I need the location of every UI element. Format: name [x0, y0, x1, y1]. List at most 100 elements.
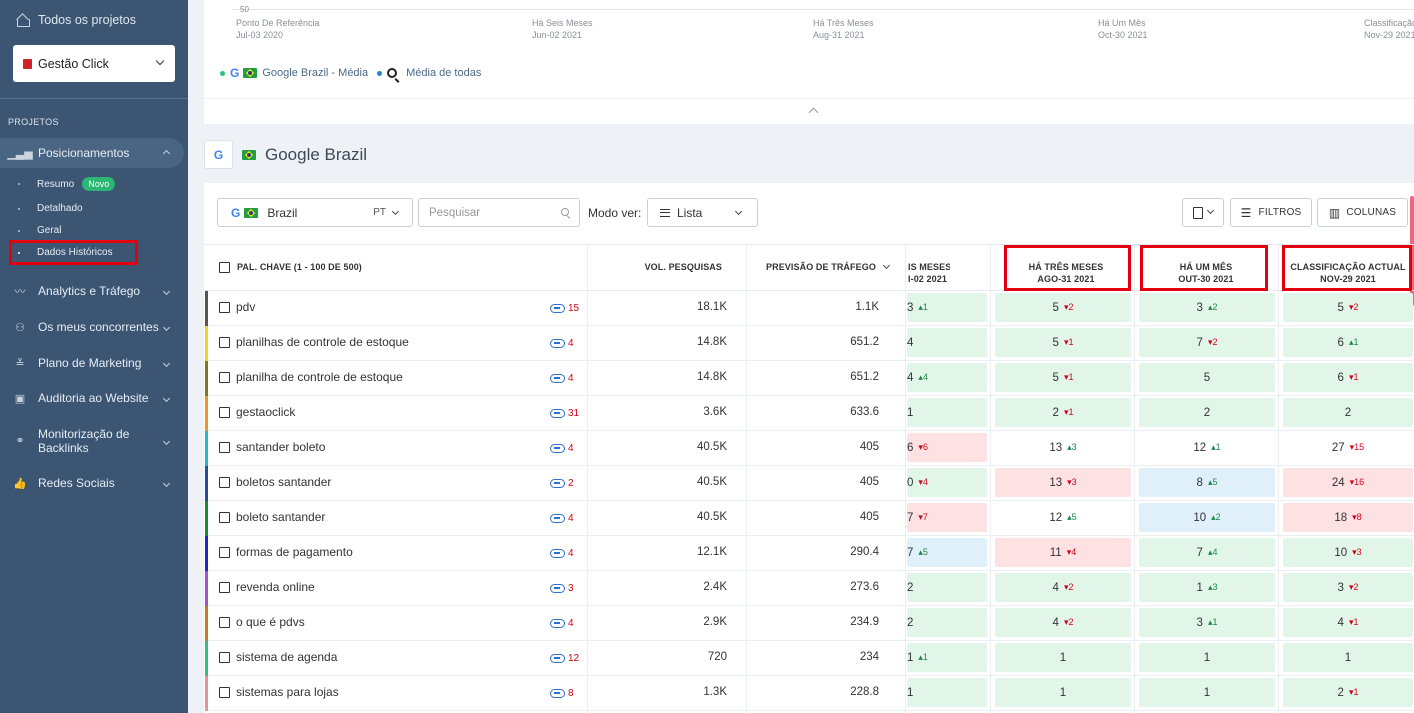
keyword-text[interactable]: o que é pdvs: [236, 615, 305, 629]
link-icon: [550, 654, 565, 663]
row-checkbox[interactable]: [219, 687, 230, 698]
links-indicator[interactable]: 8: [550, 688, 574, 699]
links-indicator[interactable]: 31: [550, 408, 579, 419]
select-all-checkbox[interactable]: [219, 261, 230, 273]
links-indicator[interactable]: 4: [550, 548, 574, 559]
rank-cell: 13 ▾3: [995, 468, 1131, 497]
scroll-indicator[interactable]: [1410, 196, 1414, 306]
nav-item-analytics[interactable]: 〰 Analytics e Tráfego: [14, 284, 179, 298]
table-row[interactable]: santander boleto 4 40.5K 405 6 ▾6 13 ▴3 12 ▴1 27 ▾1…: [205, 431, 1414, 466]
columns-button[interactable]: ▥ COLUNAS: [1317, 198, 1408, 227]
traffic-column-header[interactable]: PREVISÃO DE TRÁFEGO: [766, 261, 894, 273]
rank-value: 7: [907, 511, 914, 524]
links-indicator[interactable]: 4: [550, 513, 574, 524]
table-row[interactable]: planilha de controle de estoque 4 14.8K 651…: [205, 361, 1414, 396]
x-tick: Há Três Meses Aug-31 2021: [813, 18, 874, 40]
keyword-text[interactable]: pdv: [236, 300, 256, 314]
sub-item-detailed[interactable]: Detalhado: [18, 203, 83, 214]
project-selector[interactable]: Gestão Click: [13, 45, 175, 82]
copy-menu-button[interactable]: [1182, 198, 1224, 227]
row-checkbox[interactable]: [219, 617, 230, 628]
sub-label: Detalhado: [37, 203, 83, 214]
legend-average-label[interactable]: Média de todas: [406, 67, 482, 79]
rank-down-change: ▾4: [918, 477, 928, 487]
links-indicator[interactable]: 15: [550, 303, 579, 314]
traffic-value: 651.2: [850, 371, 879, 383]
rank-value: 1: [1344, 651, 1352, 664]
rank-cell: 5 ▾1: [995, 363, 1131, 392]
three-months-column-header[interactable]: HÁ TRÊS MESES AGO-31 2021: [1028, 262, 1104, 284]
links-indicator[interactable]: 2: [550, 478, 574, 489]
keyword-text[interactable]: boletos santander: [236, 475, 332, 489]
current-rank-column-header[interactable]: CLASSIFICAÇÃO ACTUAL NOV-29 2021: [1290, 262, 1406, 284]
highlight-box: [1282, 245, 1412, 291]
rank-down-change: ▾3: [1352, 547, 1362, 557]
one-month-column-header[interactable]: HÁ UM MÊS OUT-30 2021: [1178, 262, 1234, 284]
nav-item-social[interactable]: 👍 Redes Sociais: [13, 476, 179, 490]
links-indicator[interactable]: 4: [550, 618, 574, 629]
nav-item-audit[interactable]: ▣ Auditoria ao Website: [14, 391, 179, 405]
links-indicator[interactable]: 4: [550, 443, 574, 454]
sub-item-summary[interactable]: Resumo Novo: [18, 177, 116, 191]
rank-value: 18: [1334, 511, 1348, 524]
row-checkbox[interactable]: [219, 512, 230, 523]
table-row[interactable]: pdv 15 18.1K 1.1K 3 ▴1 5 ▾2 3 ▴2 5 ▾2: [205, 291, 1414, 326]
links-indicator[interactable]: 12: [550, 653, 579, 664]
table-row[interactable]: sistema de agenda 12 720 234 1 ▴1 1 1 1: [205, 641, 1414, 676]
keyword-text[interactable]: revenda online: [236, 580, 315, 594]
row-checkbox[interactable]: [219, 442, 230, 453]
nav-item-positions[interactable]: ▁▃▅ Posicionamentos: [7, 146, 179, 160]
row-checkbox[interactable]: [219, 337, 230, 348]
row-checkbox[interactable]: [219, 407, 230, 418]
row-checkbox[interactable]: [219, 372, 230, 383]
keyword-text[interactable]: sistema de agenda: [236, 650, 338, 664]
table-row[interactable]: o que é pdvs 4 2.9K 234.9 2 4 ▾2 3 ▴1 4 ▾1: [205, 606, 1414, 641]
table-row[interactable]: boleto santander 4 40.5K 405 7 ▾7 12 ▴5 10 ▴2 18 ▾8: [205, 501, 1414, 536]
nav-item-backlinks[interactable]: ⚭ Monitorização de Backlinks: [14, 427, 179, 455]
keyword-column-header[interactable]: PAL. CHAVE (1 - 100 DE 500): [219, 261, 362, 273]
rank-cell: 2: [907, 573, 987, 602]
country-selector[interactable]: G Brazil PT: [217, 198, 413, 227]
six-months-column-header[interactable]: IS MESES I-02 2021: [908, 262, 950, 284]
links-count: 2: [568, 478, 574, 489]
keyword-text[interactable]: planilhas de controle de estoque: [236, 335, 409, 349]
keyword-text[interactable]: planilha de controle de estoque: [236, 370, 403, 384]
all-projects-link[interactable]: Todos os projetos: [16, 13, 136, 27]
rank-down-change: ▾2: [1063, 302, 1074, 312]
row-checkbox[interactable]: [219, 477, 230, 488]
chevron-down-icon: [162, 394, 171, 402]
legend-google-label[interactable]: Google Brazil - Média: [262, 67, 369, 79]
nav-item-competitors[interactable]: ⚇ Os meus concorrentes: [14, 320, 179, 334]
keyword-text[interactable]: boleto santander: [236, 510, 326, 524]
keyword-text[interactable]: sistemas para lojas: [236, 685, 339, 699]
volume-value: 40.5K: [696, 476, 727, 488]
table-row[interactable]: revenda online 3 2.4K 273.6 2 4 ▾2 1 ▴3 3 ▾2: [205, 571, 1414, 606]
links-indicator[interactable]: 3: [550, 583, 574, 594]
traffic-value: 273.6: [850, 581, 879, 593]
row-checkbox[interactable]: [219, 547, 230, 558]
table-row[interactable]: boletos santander 2 40.5K 405 0 ▾4 13 ▾3 8 ▴5 24 ▾1…: [205, 466, 1414, 501]
search-input[interactable]: Pesquisar: [418, 198, 580, 227]
view-mode-select[interactable]: Lista: [647, 198, 758, 227]
rank-value: 1: [907, 651, 914, 664]
keyword-text[interactable]: formas de pagamento: [236, 545, 353, 559]
volume-column-header[interactable]: VOL. PESQUISAS: [644, 262, 722, 272]
rank-cell: 2: [1283, 398, 1413, 427]
sub-item-historical[interactable]: Dados Históricos: [18, 247, 113, 258]
links-indicator[interactable]: 4: [550, 338, 574, 349]
links-indicator[interactable]: 4: [550, 373, 574, 384]
row-checkbox[interactable]: [219, 652, 230, 663]
table-row[interactable]: planilhas de controle de estoque 4 14.8K 65…: [205, 326, 1414, 361]
keyword-text[interactable]: santander boleto: [236, 440, 326, 454]
row-checkbox[interactable]: [219, 582, 230, 593]
legend-dot: [377, 70, 383, 76]
keyword-text[interactable]: gestaoclick: [236, 405, 296, 419]
table-row[interactable]: gestaoclick 31 3.6K 633.6 1 2 ▾1 2 2: [205, 396, 1414, 431]
row-checkbox[interactable]: [219, 302, 230, 313]
nav-item-marketing[interactable]: ≚ Plano de Marketing: [14, 356, 179, 370]
google-icon: G: [230, 66, 240, 80]
table-row[interactable]: formas de pagamento 4 12.1K 290.4 7 ▴5 11 ▾4 7 ▴4…: [205, 536, 1414, 571]
filters-button[interactable]: ☰ FILTROS: [1230, 198, 1312, 227]
table-row[interactable]: sistemas para lojas 8 1.3K 228.8 1 1 1 2 ▾1: [205, 676, 1414, 711]
sub-item-general[interactable]: Geral: [18, 225, 61, 236]
